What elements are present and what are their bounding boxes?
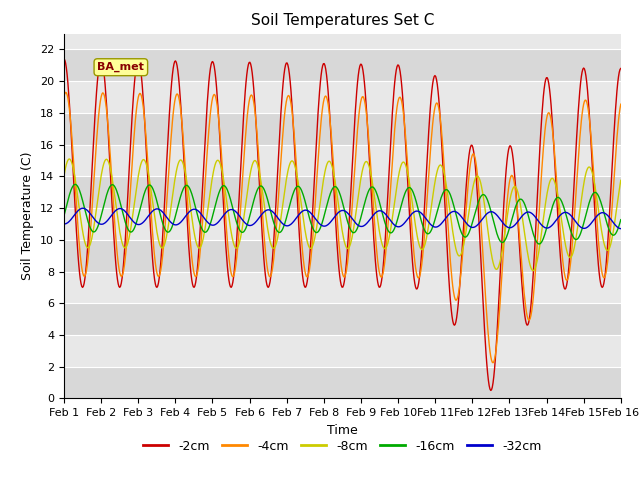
-8cm — [65, 156, 73, 162]
Legend: -2cm, -4cm, -8cm, -16cm, -32cm: -2cm, -4cm, -8cm, -16cm, -32cm — [138, 435, 547, 458]
-2cm — [410, 275, 418, 281]
-4cm — [489, 360, 497, 366]
-32cm — [617, 226, 625, 231]
-32cm — [60, 221, 68, 227]
Bar — [64, 367, 621, 398]
Line: -8cm: -8cm — [64, 159, 621, 271]
-32cm — [128, 217, 136, 223]
Line: -2cm: -2cm — [64, 59, 621, 390]
-2cm — [127, 126, 135, 132]
-32cm — [411, 209, 419, 215]
-8cm — [71, 174, 79, 180]
-8cm — [428, 205, 435, 211]
-16cm — [411, 194, 419, 200]
-2cm — [426, 105, 434, 111]
-16cm — [617, 217, 625, 223]
-32cm — [79, 205, 86, 211]
Y-axis label: Soil Temperature (C): Soil Temperature (C) — [22, 152, 35, 280]
-4cm — [60, 94, 68, 99]
Bar — [64, 303, 621, 335]
-2cm — [214, 95, 221, 100]
-4cm — [411, 259, 419, 264]
-2cm — [184, 231, 192, 237]
-2cm — [487, 387, 495, 393]
Bar — [64, 49, 621, 81]
-16cm — [60, 213, 68, 219]
-32cm — [70, 213, 78, 218]
-8cm — [617, 178, 625, 183]
Line: -32cm: -32cm — [64, 208, 621, 228]
Bar — [64, 144, 621, 176]
-32cm — [428, 222, 435, 228]
-4cm — [428, 139, 435, 145]
-4cm — [185, 216, 193, 222]
-32cm — [185, 210, 193, 216]
-8cm — [529, 268, 537, 274]
-8cm — [128, 216, 136, 222]
Line: -16cm: -16cm — [64, 184, 621, 244]
-4cm — [71, 178, 79, 184]
Title: Soil Temperatures Set C: Soil Temperatures Set C — [251, 13, 434, 28]
Bar — [64, 335, 621, 367]
-16cm — [128, 228, 136, 234]
-32cm — [214, 219, 222, 225]
-16cm — [71, 181, 79, 187]
-2cm — [617, 66, 625, 72]
Line: -4cm: -4cm — [64, 92, 621, 363]
-4cm — [617, 101, 625, 107]
Bar — [64, 208, 621, 240]
X-axis label: Time: Time — [327, 424, 358, 437]
Bar — [64, 81, 621, 113]
-8cm — [214, 157, 222, 163]
Bar — [64, 240, 621, 272]
-4cm — [128, 160, 136, 166]
-8cm — [60, 173, 68, 179]
-16cm — [70, 182, 78, 188]
-2cm — [60, 56, 68, 62]
-8cm — [411, 218, 419, 224]
-16cm — [536, 241, 543, 247]
-16cm — [185, 184, 193, 190]
-16cm — [428, 228, 435, 234]
-2cm — [70, 186, 78, 192]
-4cm — [61, 89, 69, 95]
-4cm — [214, 110, 222, 116]
Bar — [64, 113, 621, 144]
-8cm — [185, 192, 193, 197]
-16cm — [214, 192, 222, 198]
Bar — [64, 272, 621, 303]
Text: BA_met: BA_met — [97, 62, 144, 72]
Bar — [64, 176, 621, 208]
